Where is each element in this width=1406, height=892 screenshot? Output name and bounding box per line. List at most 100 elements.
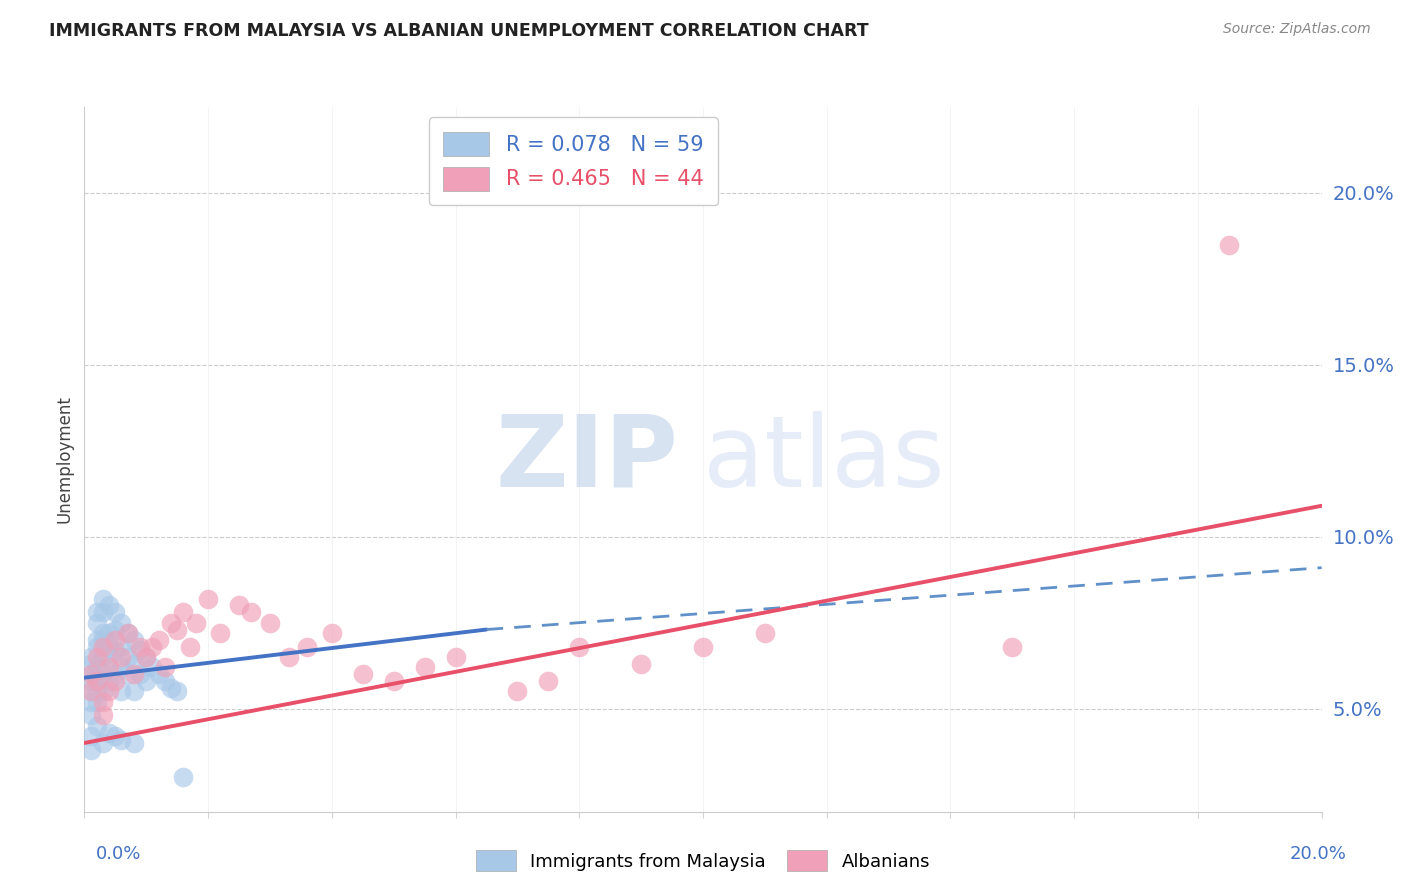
Point (91, 708, 114, 723)
Point (91, 591, 114, 606)
Point (129, 643, 152, 657)
Point (321, 626, 343, 640)
Point (86, 695, 108, 709)
Point (86, 605, 108, 619)
Point (179, 640, 201, 654)
Point (153, 660, 176, 674)
Point (98, 660, 121, 674)
Point (91, 695, 114, 709)
Point (98, 674, 121, 689)
Text: 0.0%: 0.0% (96, 846, 141, 863)
Point (98, 650, 121, 665)
Point (240, 605, 263, 619)
Point (110, 684, 132, 698)
Point (122, 684, 145, 698)
Point (122, 657, 145, 671)
Y-axis label: Unemployment: Unemployment (55, 395, 73, 524)
Point (104, 674, 127, 689)
Point (630, 657, 652, 671)
Text: atlas: atlas (703, 411, 945, 508)
Point (117, 650, 139, 665)
Point (197, 591, 219, 606)
Point (129, 667, 152, 681)
Point (86, 684, 108, 698)
Point (135, 674, 157, 689)
Point (86, 660, 108, 674)
Point (413, 660, 436, 674)
Point (86, 674, 108, 689)
Point (148, 632, 170, 647)
Point (79, 695, 101, 709)
Point (537, 674, 560, 689)
Point (166, 623, 188, 637)
Point (104, 667, 127, 681)
Point (91, 684, 114, 698)
Point (166, 684, 188, 698)
Point (1218, 237, 1240, 252)
Point (98, 684, 121, 698)
Point (86, 615, 108, 630)
Point (98, 725, 121, 739)
Point (444, 650, 467, 665)
Point (135, 650, 157, 665)
Point (122, 667, 145, 681)
Point (117, 667, 139, 681)
Point (352, 667, 374, 681)
Text: Source: ZipAtlas.com: Source: ZipAtlas.com (1223, 22, 1371, 37)
Point (141, 660, 163, 674)
Point (110, 640, 132, 654)
Point (172, 770, 194, 784)
Point (79, 708, 101, 723)
Point (86, 640, 108, 654)
Point (98, 626, 121, 640)
Point (117, 626, 139, 640)
Point (86, 674, 108, 689)
Point (79, 674, 101, 689)
Point (692, 640, 714, 654)
Point (79, 667, 101, 681)
Point (122, 736, 145, 750)
Point (79, 684, 101, 698)
Point (1001, 640, 1024, 654)
Point (86, 719, 108, 733)
Point (79, 650, 101, 665)
Point (91, 736, 114, 750)
Point (79, 729, 101, 743)
Point (79, 657, 101, 671)
Point (79, 667, 101, 681)
Point (86, 650, 108, 665)
Point (117, 626, 139, 640)
Point (259, 615, 281, 630)
Point (91, 667, 114, 681)
Point (104, 632, 127, 647)
Point (160, 681, 183, 695)
Point (86, 632, 108, 647)
Point (104, 729, 127, 743)
Point (104, 623, 127, 637)
Point (148, 667, 170, 681)
Point (277, 650, 299, 665)
Point (754, 626, 776, 640)
Point (91, 626, 114, 640)
Legend: Immigrants from Malaysia, Albanians: Immigrants from Malaysia, Albanians (468, 843, 938, 879)
Point (91, 605, 114, 619)
Point (122, 632, 145, 647)
Point (141, 640, 163, 654)
Point (568, 640, 591, 654)
Text: ZIP: ZIP (495, 411, 678, 508)
Point (153, 674, 176, 689)
Text: IMMIGRANTS FROM MALAYSIA VS ALBANIAN UNEMPLOYMENT CORRELATION CHART: IMMIGRANTS FROM MALAYSIA VS ALBANIAN UNE… (49, 22, 869, 40)
Text: 20.0%: 20.0% (1291, 846, 1347, 863)
Point (91, 650, 114, 665)
Point (104, 605, 127, 619)
Point (129, 640, 152, 654)
Point (135, 650, 157, 665)
Point (104, 643, 127, 657)
Point (79, 684, 101, 698)
Point (98, 640, 121, 654)
Point (160, 615, 183, 630)
Point (506, 684, 529, 698)
Point (91, 640, 114, 654)
Point (228, 599, 250, 613)
Legend: R = 0.078   N = 59, R = 0.465   N = 44: R = 0.078 N = 59, R = 0.465 N = 44 (429, 118, 718, 205)
